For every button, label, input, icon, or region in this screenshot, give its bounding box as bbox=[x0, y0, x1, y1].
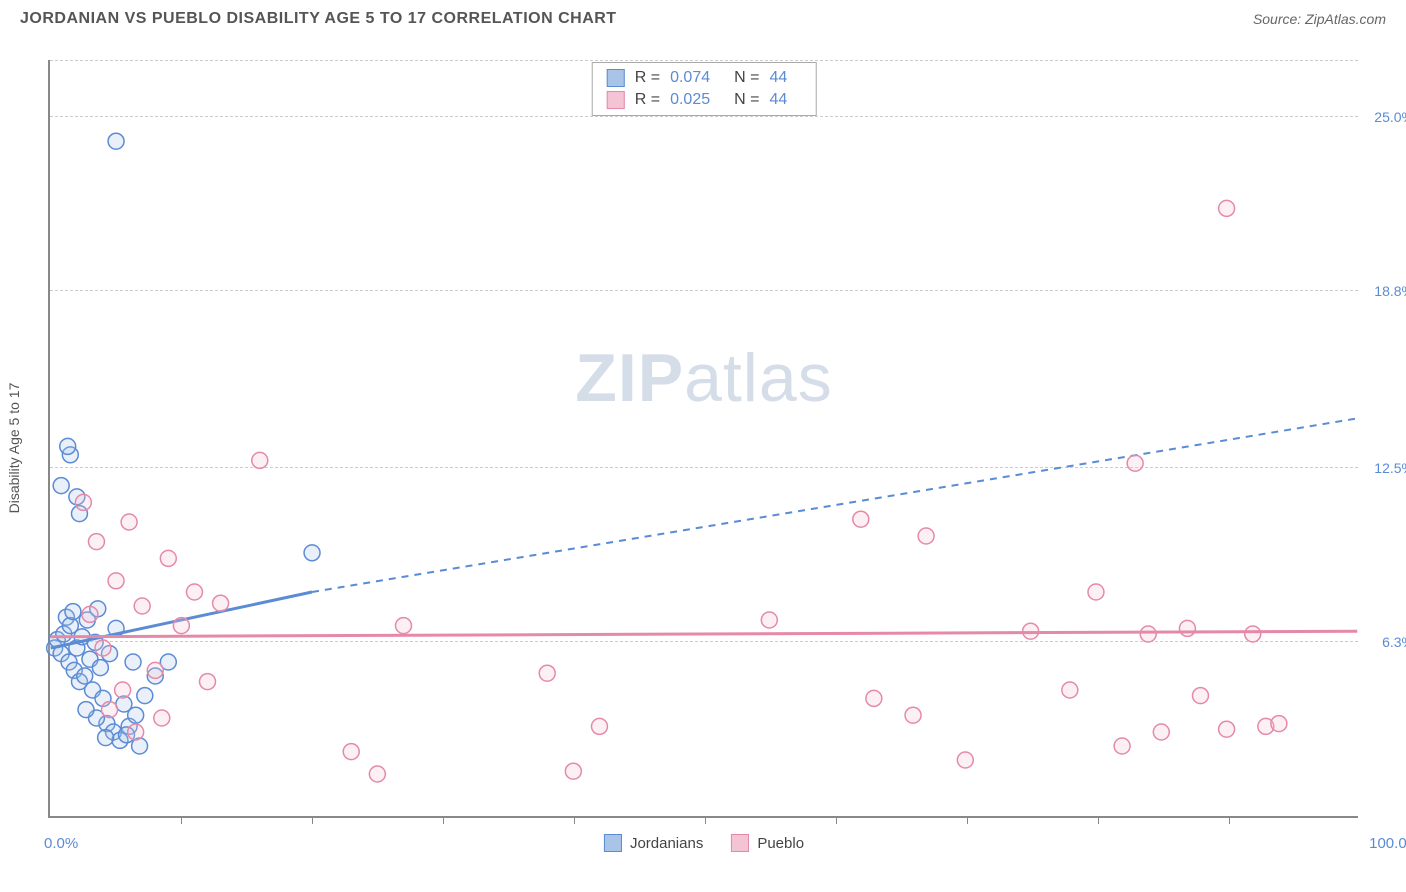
stat-n-value-pueblo: 44 bbox=[769, 91, 787, 109]
stat-n-label: N = bbox=[734, 69, 759, 87]
legend-label-pueblo: Pueblo bbox=[757, 835, 804, 852]
data-point bbox=[761, 612, 777, 628]
data-point bbox=[137, 688, 153, 704]
chart-plot-area: ZIPatlas 6.3%12.5%18.8%25.0% R = 0.074 N… bbox=[48, 60, 1358, 818]
data-point bbox=[147, 662, 163, 678]
data-point bbox=[1219, 200, 1235, 216]
data-point bbox=[565, 763, 581, 779]
data-point bbox=[369, 766, 385, 782]
data-point bbox=[95, 640, 111, 656]
data-point bbox=[65, 604, 81, 620]
data-point bbox=[918, 528, 934, 544]
data-point bbox=[1153, 724, 1169, 740]
data-point bbox=[1114, 738, 1130, 754]
chart-header: JORDANIAN VS PUEBLO DISABILITY AGE 5 TO … bbox=[0, 0, 1406, 36]
source-label: Source: ZipAtlas.com bbox=[1253, 11, 1386, 27]
stats-row-pueblo: R = 0.025 N = 44 bbox=[607, 89, 802, 111]
x-tick bbox=[836, 816, 837, 824]
trend-line-dashed bbox=[312, 418, 1357, 592]
bottom-legend: Jordanians Pueblo bbox=[604, 834, 804, 852]
legend-label-jordanians: Jordanians bbox=[630, 835, 703, 852]
data-point bbox=[905, 707, 921, 723]
stat-r-value-pueblo: 0.025 bbox=[670, 91, 710, 109]
data-point bbox=[1179, 620, 1195, 636]
data-point bbox=[853, 511, 869, 527]
data-point bbox=[957, 752, 973, 768]
data-point bbox=[115, 682, 131, 698]
data-point bbox=[186, 584, 202, 600]
data-point bbox=[88, 534, 104, 550]
legend-swatch-pueblo bbox=[731, 834, 749, 852]
data-point bbox=[128, 724, 144, 740]
x-axis-min-label: 0.0% bbox=[44, 835, 78, 852]
swatch-jordanians bbox=[607, 69, 625, 87]
data-point bbox=[252, 452, 268, 468]
data-point bbox=[1271, 716, 1287, 732]
data-point bbox=[160, 550, 176, 566]
legend-item-jordanians: Jordanians bbox=[604, 834, 703, 852]
chart-title: JORDANIAN VS PUEBLO DISABILITY AGE 5 TO … bbox=[20, 10, 617, 28]
data-point bbox=[125, 654, 141, 670]
x-tick bbox=[443, 816, 444, 824]
data-point bbox=[1127, 455, 1143, 471]
data-point bbox=[1245, 626, 1261, 642]
data-point bbox=[98, 730, 114, 746]
stat-r-label: R = bbox=[635, 69, 660, 87]
data-point bbox=[75, 494, 91, 510]
x-tick bbox=[705, 816, 706, 824]
data-point bbox=[128, 707, 144, 723]
data-point bbox=[53, 478, 69, 494]
data-point bbox=[92, 660, 108, 676]
x-tick bbox=[312, 816, 313, 824]
x-tick bbox=[1098, 816, 1099, 824]
data-point bbox=[60, 438, 76, 454]
x-tick bbox=[967, 816, 968, 824]
stat-r-value-jordanians: 0.074 bbox=[670, 69, 710, 87]
scatter-svg bbox=[50, 60, 1358, 816]
stats-row-jordanians: R = 0.074 N = 44 bbox=[607, 67, 802, 89]
x-tick bbox=[181, 816, 182, 824]
data-point bbox=[396, 618, 412, 634]
data-point bbox=[591, 718, 607, 734]
data-point bbox=[102, 702, 118, 718]
x-axis-max-label: 100.0% bbox=[1369, 835, 1406, 852]
legend-item-pueblo: Pueblo bbox=[731, 834, 804, 852]
data-point bbox=[1088, 584, 1104, 600]
data-point bbox=[78, 702, 94, 718]
y-tick-label: 25.0% bbox=[1374, 109, 1406, 125]
data-point bbox=[108, 573, 124, 589]
stat-r-label: R = bbox=[635, 91, 660, 109]
data-point bbox=[1062, 682, 1078, 698]
data-point bbox=[304, 545, 320, 561]
stats-legend-box: R = 0.074 N = 44 R = 0.025 N = 44 bbox=[592, 62, 817, 116]
y-tick-label: 12.5% bbox=[1374, 460, 1406, 476]
stat-n-label: N = bbox=[734, 91, 759, 109]
data-point bbox=[1140, 626, 1156, 642]
legend-swatch-jordanians bbox=[604, 834, 622, 852]
data-point bbox=[121, 514, 137, 530]
x-tick bbox=[1229, 816, 1230, 824]
data-point bbox=[82, 606, 98, 622]
y-tick-label: 18.8% bbox=[1374, 283, 1406, 299]
data-point bbox=[108, 133, 124, 149]
trend-line-solid bbox=[51, 631, 1358, 637]
y-tick-label: 6.3% bbox=[1382, 634, 1406, 650]
data-point bbox=[539, 665, 555, 681]
data-point bbox=[1193, 688, 1209, 704]
y-axis-label: Disability Age 5 to 17 bbox=[6, 383, 22, 514]
x-tick bbox=[574, 816, 575, 824]
data-point bbox=[154, 710, 170, 726]
data-point bbox=[134, 598, 150, 614]
stat-n-value-jordanians: 44 bbox=[769, 69, 787, 87]
data-point bbox=[1219, 721, 1235, 737]
swatch-pueblo bbox=[607, 91, 625, 109]
data-point bbox=[343, 744, 359, 760]
data-point bbox=[200, 674, 216, 690]
data-point bbox=[866, 690, 882, 706]
data-point bbox=[213, 595, 229, 611]
data-point bbox=[173, 618, 189, 634]
